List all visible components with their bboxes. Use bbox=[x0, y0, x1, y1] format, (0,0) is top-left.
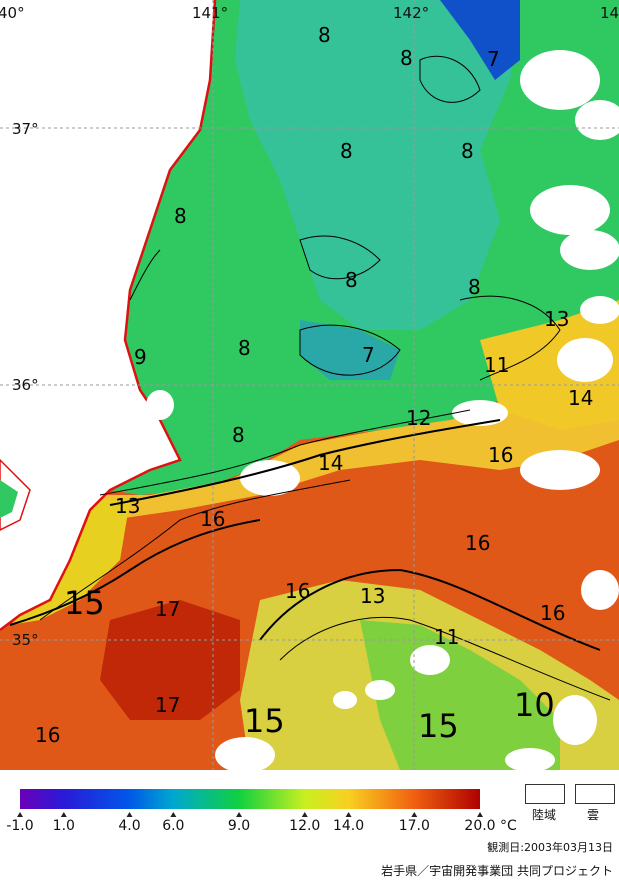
isotherm-label: 15 bbox=[244, 702, 285, 740]
cool-core-north bbox=[235, 0, 520, 330]
southern-green-patch bbox=[360, 620, 560, 770]
isotherm-label: 7 bbox=[362, 343, 375, 367]
isotherm-label: 17 bbox=[155, 693, 180, 717]
grid-labels: 40° 141° 142° 14 37° 36° 35° bbox=[0, 4, 619, 649]
lon-label-140: 40° bbox=[0, 4, 25, 22]
lat-lon-grid bbox=[0, 0, 619, 770]
isotherm-label: 11 bbox=[484, 353, 509, 377]
legend-tick-mark bbox=[345, 812, 352, 817]
land-japan bbox=[0, 0, 215, 630]
isotherm-label: 15 bbox=[64, 584, 105, 622]
legend-tick-label: 4.0 bbox=[118, 818, 140, 834]
land-swatch bbox=[525, 784, 565, 804]
isotherm-label: 13 bbox=[115, 494, 140, 518]
isotherm-label: 17 bbox=[155, 597, 180, 621]
sst-map: 40° 141° 142° 14 37° 36° 35° 8 8 7 8 8 8… bbox=[0, 0, 619, 770]
legend-tick-mark bbox=[411, 812, 418, 817]
legend-tick-label: -1.0 bbox=[6, 818, 33, 834]
legend-tick-label: 14.0 bbox=[333, 818, 364, 834]
isotherm-label: 8 bbox=[461, 139, 474, 163]
isotherm-label: 8 bbox=[232, 423, 245, 447]
isotherm-label: 8 bbox=[400, 46, 413, 70]
cloud-label: 雲 bbox=[587, 808, 600, 822]
legend-tick-label: 17.0 bbox=[399, 818, 430, 834]
isotherm-label: 15 bbox=[418, 707, 459, 745]
isotherm-label: 16 bbox=[488, 443, 513, 467]
isotherm-label: 16 bbox=[465, 531, 490, 555]
isotherm-label: 14 bbox=[318, 451, 343, 475]
legend-tick-label: 1.0 bbox=[53, 818, 75, 834]
legend-tick-label: 20.0 bbox=[464, 818, 495, 834]
lat-label-37: 37° bbox=[12, 120, 39, 138]
lon-label-143: 14 bbox=[600, 4, 619, 22]
cool-core-center bbox=[300, 320, 400, 380]
isotherm-lines bbox=[9, 55, 611, 701]
isotherm-label: 13 bbox=[360, 584, 385, 608]
isotherm-label: 11 bbox=[434, 625, 459, 649]
cloud-swatch bbox=[575, 784, 615, 804]
cold-patch-northeast bbox=[440, 0, 520, 80]
legend-tick-mark bbox=[236, 812, 243, 817]
color-legend: -1.0 1.0 4.0 6.0 9.0 12.0 14.0 17.0 20.0 °C bbox=[6, 789, 517, 834]
legend-tick-mark bbox=[126, 812, 133, 817]
isotherm-label: 9 bbox=[134, 345, 147, 369]
legend-tick-mark bbox=[17, 812, 23, 817]
legend-color-bar bbox=[20, 789, 480, 809]
legend-tick-mark bbox=[60, 812, 67, 817]
isotherm-label: 7 bbox=[487, 47, 500, 71]
isotherm-label: 16 bbox=[35, 723, 60, 747]
legend-tick-mark bbox=[301, 812, 308, 817]
transition-band bbox=[100, 330, 619, 520]
isotherm-label: 16 bbox=[200, 507, 225, 531]
land-label: 陸域 bbox=[532, 808, 557, 822]
isotherm-label: 14 bbox=[568, 386, 593, 410]
isotherm-label: 8 bbox=[318, 23, 331, 47]
clouds bbox=[146, 50, 619, 770]
isotherm-label: 13 bbox=[544, 307, 569, 331]
isotherm-labels: 8 8 7 8 8 8 8 8 8 7 9 8 13 11 12 14 14 1… bbox=[35, 23, 593, 747]
lat-label-36: 36° bbox=[12, 376, 39, 394]
legend-tick-label: 6.0 bbox=[162, 818, 184, 834]
bay-patch bbox=[0, 480, 18, 518]
isotherm-label: 8 bbox=[174, 204, 187, 228]
isotherm-label: 8 bbox=[345, 268, 358, 292]
lon-label-141: 141° bbox=[192, 4, 228, 22]
legend-tick-label: 9.0 bbox=[228, 818, 250, 834]
yellow-inlet-east bbox=[480, 300, 619, 430]
observation-date: 観測日:2003年03月13日 bbox=[487, 841, 613, 854]
lon-label-142: 142° bbox=[393, 4, 429, 22]
warm-core-west bbox=[100, 600, 240, 720]
isotherm-label: 16 bbox=[285, 579, 310, 603]
credit-line: 岩手県／宇宙開発事業団 共同プロジェクト bbox=[381, 864, 613, 878]
lat-label-35: 35° bbox=[12, 631, 39, 649]
isotherm-label: 8 bbox=[468, 275, 481, 299]
isotherm-label: 8 bbox=[340, 139, 353, 163]
legend-unit: °C bbox=[500, 818, 517, 834]
isotherm-label: 8 bbox=[238, 336, 251, 360]
legend-tick-mark bbox=[477, 812, 483, 817]
isotherm-label: 16 bbox=[540, 601, 565, 625]
isotherm-label: 12 bbox=[406, 406, 431, 430]
legend-ticks: -1.0 1.0 4.0 6.0 9.0 12.0 14.0 17.0 20.0 bbox=[6, 812, 496, 834]
legend-tick-label: 12.0 bbox=[289, 818, 320, 834]
isotherm-label: 10 bbox=[514, 686, 555, 724]
legend-tick-mark bbox=[170, 812, 177, 817]
